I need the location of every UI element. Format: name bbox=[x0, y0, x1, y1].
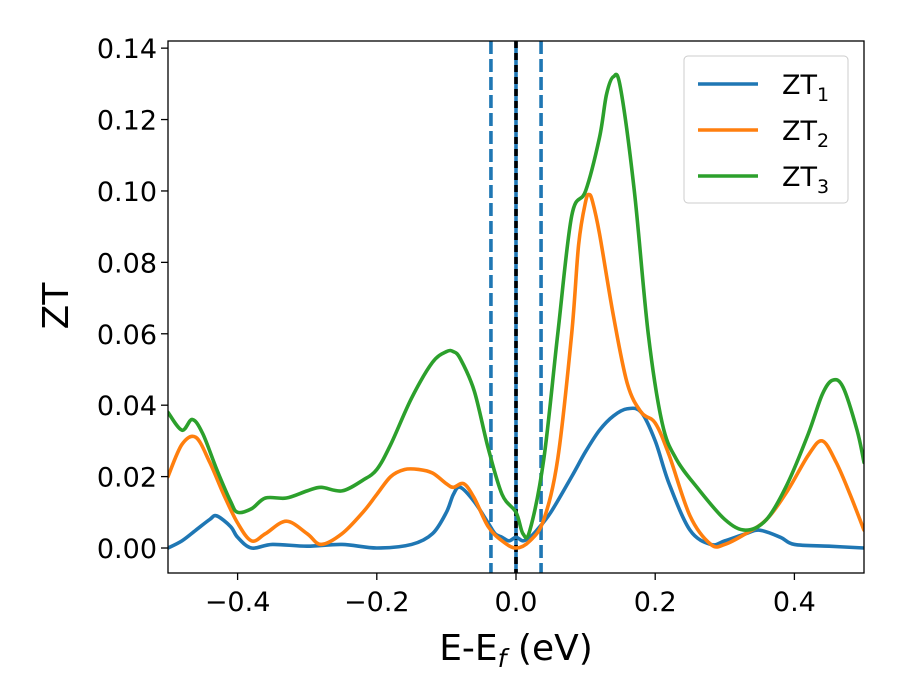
y-axis-ticks: 0.00 0.02 0.04 0.06 0.08 0.10 0.12 0.14 bbox=[97, 34, 168, 565]
x-axis-label-unit: (eV) bbox=[506, 628, 592, 669]
series-line-2 bbox=[168, 192, 864, 550]
legend-box bbox=[683, 55, 849, 204]
legend-label-1: ZT1 bbox=[782, 70, 829, 106]
y-axis-label: ZT bbox=[36, 282, 77, 330]
y-tick-label: 0.00 bbox=[97, 534, 157, 565]
x-axis-label-main: E-E bbox=[439, 628, 497, 669]
y-tick-label: 0.10 bbox=[97, 177, 157, 208]
x-tick-label: 0.2 bbox=[634, 587, 677, 618]
x-tick-label: 0.4 bbox=[773, 587, 816, 618]
vertical-reference-lines bbox=[489, 41, 543, 573]
x-tick-label: −0.4 bbox=[205, 587, 271, 618]
series-lines bbox=[168, 72, 864, 551]
y-tick-label: 0.06 bbox=[97, 320, 157, 351]
legend-label-2: ZT2 bbox=[782, 116, 829, 152]
legend: ZT1 ZT2 ZT3 bbox=[683, 55, 849, 204]
legend-label-3: ZT3 bbox=[782, 162, 829, 198]
x-tick-label: −0.2 bbox=[344, 587, 410, 618]
x-axis-label: E-Ef (eV) bbox=[439, 628, 593, 673]
y-tick-label: 0.04 bbox=[97, 391, 157, 422]
y-tick-label: 0.08 bbox=[97, 248, 157, 279]
x-axis-ticks: −0.4 −0.2 0.0 0.2 0.4 bbox=[205, 573, 816, 618]
series-line-3 bbox=[168, 72, 864, 540]
y-tick-label: 0.02 bbox=[97, 463, 157, 494]
y-tick-label: 0.14 bbox=[97, 34, 157, 65]
y-tick-label: 0.12 bbox=[97, 106, 157, 137]
x-tick-label: 0.0 bbox=[495, 587, 538, 618]
